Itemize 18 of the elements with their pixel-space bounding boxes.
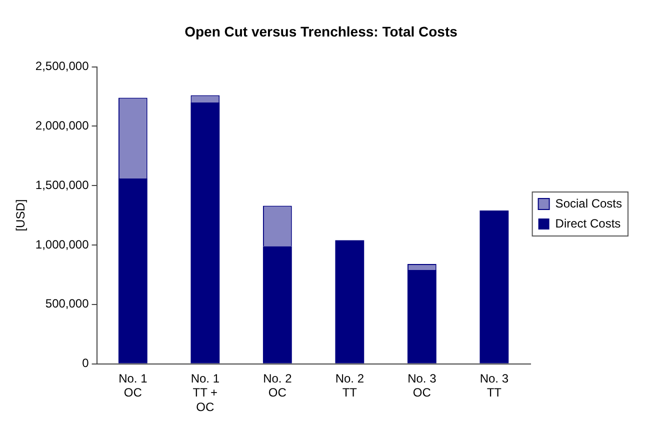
- legend-label: Direct Costs: [555, 216, 621, 230]
- x-tick-label: No. 3 TT: [480, 371, 509, 400]
- y-axis-title: [USD]: [14, 199, 28, 232]
- x-tick-label: No. 1 OC: [118, 371, 148, 400]
- y-tick-label: 2,500,000: [35, 59, 90, 74]
- y-tick-label: 1,500,000: [35, 178, 90, 192]
- y-tick-label: 0: [82, 356, 90, 370]
- y-tick-label: 2,000,000: [35, 118, 90, 133]
- x-tick-label: No. 2 TT: [335, 371, 364, 400]
- y-tick-label: 1,000,000: [35, 237, 90, 252]
- x-tick-label: No. 2 OC: [263, 371, 292, 400]
- chart-title: Open Cut versus Trenchless: Total Costs: [184, 23, 458, 40]
- bar: [480, 210, 509, 364]
- bar: [335, 240, 364, 364]
- y-tick-label: 500,000: [45, 296, 90, 311]
- x-tick-label: No. 3 OC: [408, 371, 437, 400]
- legend-label: Social Costs: [555, 196, 622, 210]
- x-tick-label: No. 1 TT + OC: [190, 371, 220, 414]
